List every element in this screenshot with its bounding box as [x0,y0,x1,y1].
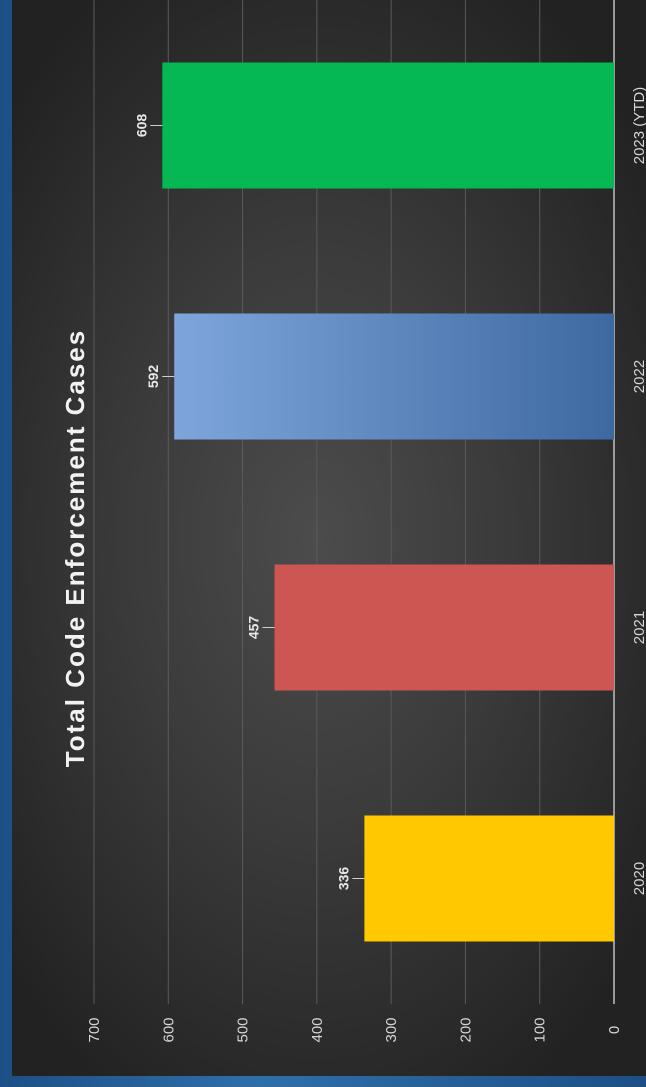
y-tick-label: 300 [383,1017,400,1042]
data-label: 336 [335,867,351,891]
bar-2021 [274,564,614,691]
x-category-label: 2023 (YTD) [631,87,646,165]
y-tick-label: 600 [160,1017,177,1042]
bar-2022 [174,313,614,440]
data-label: 592 [145,365,161,389]
x-category-label: 2021 [631,611,646,644]
x-category-label: 2020 [631,862,646,895]
bar-2023-ytd- [162,62,615,189]
labels: 0 100 200 300 400 500 600 700 336 2020 457 2021 592 2… [86,87,646,1043]
bars [162,62,615,942]
data-label: 608 [133,114,149,138]
bar-chart: 0 100 200 300 400 500 600 700 336 2020 457 2021 592 2… [60,0,646,1043]
y-tick-label: 400 [309,1017,326,1042]
chart-title: Total Code Enforcement Cases [60,329,90,767]
y-tick-label: 700 [86,1017,103,1042]
y-tick-label: 0 [606,1026,623,1034]
bar-2020 [364,815,614,942]
y-tick-label: 100 [532,1017,549,1042]
slide-background: 0 100 200 300 400 500 600 700 336 2020 457 2021 592 2… [12,0,646,1076]
y-tick-label: 200 [457,1017,474,1042]
chart-title-group: Total Code Enforcement Cases [60,329,90,767]
x-category-label: 2022 [631,360,646,393]
y-tick-label: 500 [235,1017,252,1042]
data-label: 457 [246,616,262,640]
